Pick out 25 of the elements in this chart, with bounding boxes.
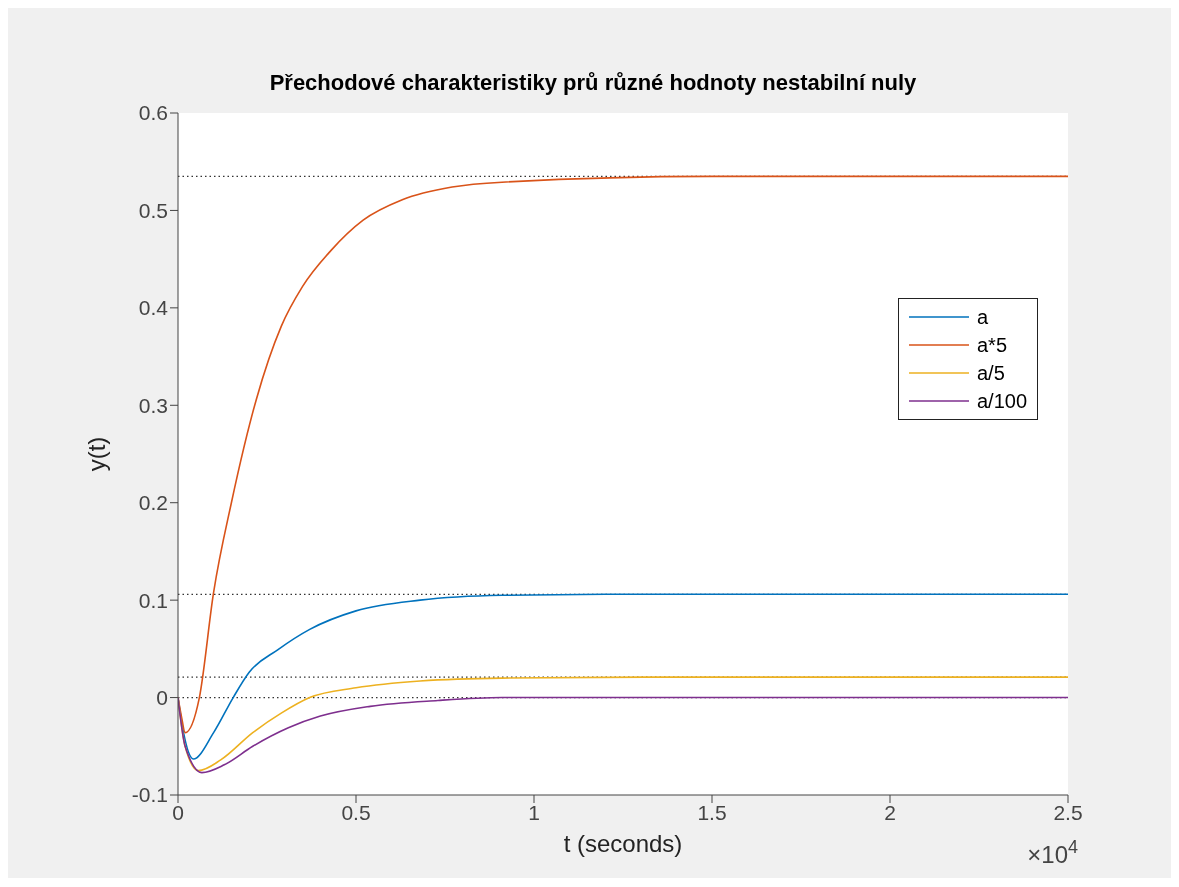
legend-label: a/5 — [977, 361, 1005, 386]
line-series — [178, 696, 1068, 774]
chart-title: Přechodové charakteristiky prů různé hodnoty nestabilní nuly — [268, 70, 918, 96]
y-tick-label: 0.4 — [138, 296, 169, 320]
y-axis-title: y(t) — [82, 436, 110, 472]
y-tick-label: -0.1 — [131, 783, 168, 807]
x-tick-label: 0 — [172, 800, 184, 824]
legend-label: a/100 — [977, 389, 1028, 414]
y-tick-label: 0.5 — [138, 198, 168, 222]
legend-label: a*5 — [977, 333, 1008, 358]
y-tick-label: 0.1 — [138, 588, 168, 612]
x-axis-title: t (seconds) — [563, 830, 683, 858]
y-tick-label: 0.6 — [138, 101, 168, 125]
line-series — [178, 175, 1068, 734]
y-tick-label: 0.3 — [138, 393, 168, 417]
line-series — [178, 676, 1068, 772]
x-tick-label: 0.5 — [341, 800, 371, 824]
x-tick-label: 2 — [884, 800, 896, 824]
x-tick-label: 1.5 — [697, 800, 727, 824]
legend-label: a — [977, 305, 989, 330]
text: ×10$^{4}$ — [1027, 837, 1078, 868]
x-tick-label: 2.5 — [1053, 800, 1083, 824]
x-tick-label: 1 — [528, 800, 540, 824]
y-tick-label: 0 — [156, 686, 168, 710]
y-tick-label: 0.2 — [138, 491, 168, 515]
